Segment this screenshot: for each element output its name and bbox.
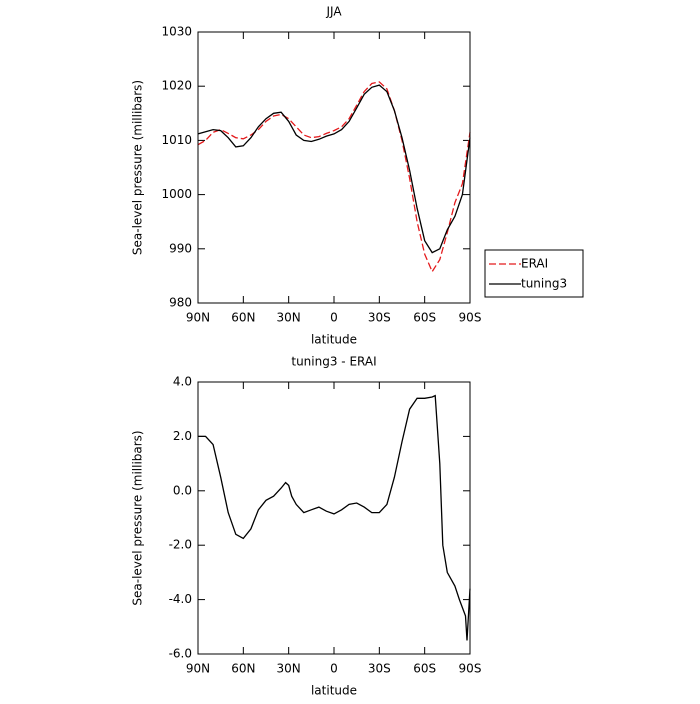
y-tick-label: 2.0 xyxy=(173,429,192,443)
y-axis-label: Sea-level pressure (millibars) xyxy=(131,80,145,255)
x-axis-label: latitude xyxy=(311,684,357,698)
legend-box xyxy=(484,249,584,298)
y-tick-label: -2.0 xyxy=(169,538,192,552)
x-tick-label: 30S xyxy=(368,662,391,676)
y-tick-label: -4.0 xyxy=(169,592,192,606)
y-tick-label: 1010 xyxy=(161,133,192,147)
x-tick-label: 60S xyxy=(413,311,436,325)
data-line xyxy=(198,394,471,641)
chart-title: tuning3 - ERAI xyxy=(291,355,376,369)
x-tick-label: 0 xyxy=(330,662,338,676)
x-tick-label: 60N xyxy=(231,662,255,676)
x-tick-label: 30S xyxy=(368,311,391,325)
x-axis-label: latitude xyxy=(311,333,357,347)
y-tick-label: 1020 xyxy=(161,79,192,93)
y-tick-label: -6.0 xyxy=(169,647,192,661)
data-line xyxy=(197,81,471,273)
y-tick-label: 980 xyxy=(169,296,192,310)
plot-frame xyxy=(197,381,471,655)
y-tick-label: 4.0 xyxy=(173,375,192,389)
x-tick-label: 90S xyxy=(459,662,482,676)
y-tick-label: 1030 xyxy=(161,25,192,39)
x-tick-label: 30N xyxy=(277,311,301,325)
y-tick-label: 0.0 xyxy=(173,483,192,497)
y-axis-label: Sea-level pressure (millibars) xyxy=(131,430,145,605)
legend-label: tuning3 xyxy=(521,277,567,291)
y-tick-label: 1000 xyxy=(161,187,192,201)
legend-label: ERAI xyxy=(521,257,548,271)
x-tick-label: 0 xyxy=(330,311,338,325)
x-tick-label: 90S xyxy=(459,311,482,325)
x-tick-label: 90N xyxy=(186,311,210,325)
x-tick-label: 60S xyxy=(413,662,436,676)
y-tick-label: 990 xyxy=(169,241,192,255)
x-tick-label: 60N xyxy=(231,311,255,325)
plot-frame xyxy=(197,31,471,304)
x-tick-label: 90N xyxy=(186,662,210,676)
x-tick-label: 30N xyxy=(277,662,301,676)
chart-title: JJA xyxy=(325,5,342,19)
data-line xyxy=(197,84,471,254)
